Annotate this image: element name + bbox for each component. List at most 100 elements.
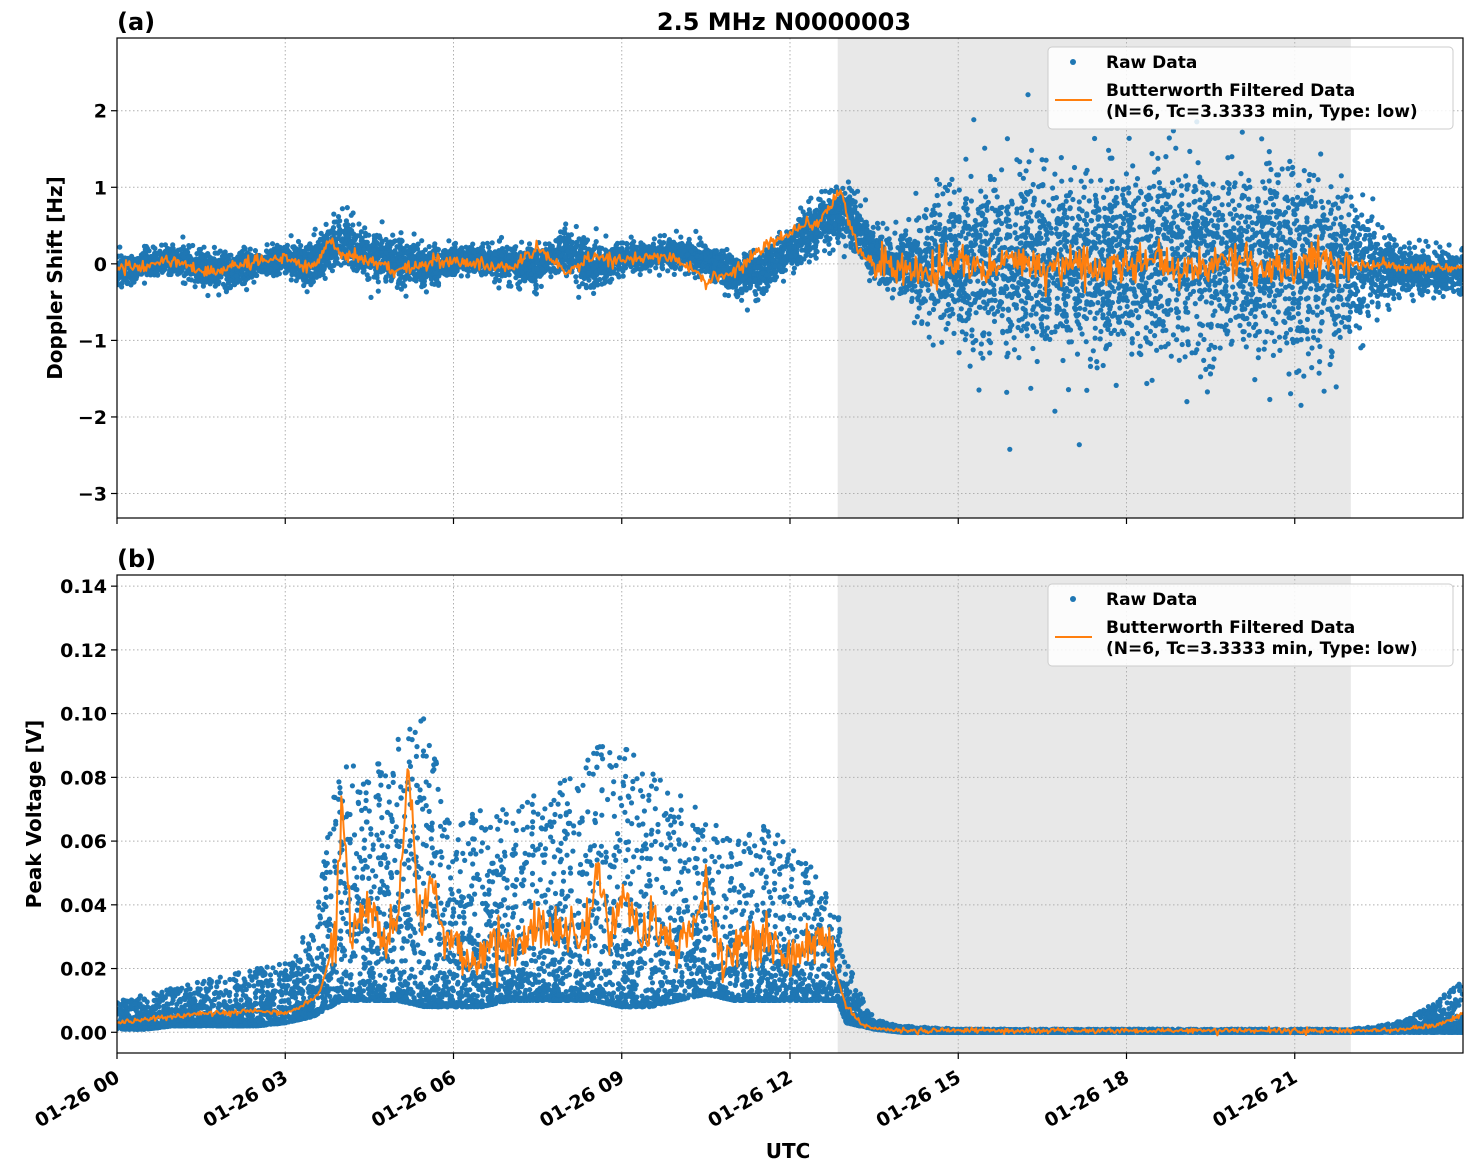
raw-data-point <box>968 198 975 204</box>
raw-data-point <box>913 190 919 196</box>
raw-data-point <box>1305 336 1311 342</box>
raw-data-point <box>1161 276 1167 282</box>
raw-data-point <box>1205 243 1211 249</box>
raw-data-point <box>1092 315 1098 322</box>
raw-data-point <box>1081 194 1087 200</box>
raw-data-point <box>949 176 955 182</box>
raw-data-point <box>1229 154 1235 160</box>
raw-data-point <box>999 220 1005 227</box>
raw-data-point <box>1052 171 1058 177</box>
raw-data-point <box>1211 356 1217 362</box>
raw-data-point <box>942 225 948 232</box>
raw-data-point <box>350 264 356 270</box>
raw-data-point <box>1203 299 1209 305</box>
raw-data-point <box>1196 281 1202 287</box>
raw-data-point <box>1046 288 1052 294</box>
raw-data-point <box>1049 230 1055 236</box>
raw-data-point <box>1321 388 1327 394</box>
raw-data-point <box>1210 312 1216 318</box>
raw-data-point <box>945 320 951 327</box>
raw-data-point <box>496 285 502 291</box>
raw-data-point <box>519 239 525 245</box>
raw-data-point <box>1259 136 1265 142</box>
raw-data-point <box>1201 357 1207 363</box>
raw-data-point <box>1069 277 1075 283</box>
raw-data-point <box>1092 135 1098 142</box>
raw-data-point <box>1262 313 1268 319</box>
raw-data-point <box>517 286 523 292</box>
raw-data-point <box>1033 329 1040 335</box>
raw-data-point <box>1155 198 1161 205</box>
raw-data-point <box>1106 310 1112 317</box>
raw-data-point <box>1117 305 1123 311</box>
raw-data-point <box>870 224 876 230</box>
raw-data-point <box>874 220 881 226</box>
raw-data-point <box>1163 154 1169 160</box>
raw-data-point <box>1336 288 1342 294</box>
raw-data-point <box>1020 175 1026 181</box>
raw-data-point <box>1310 309 1316 315</box>
raw-data-point <box>1195 160 1201 166</box>
raw-data-point <box>141 280 148 286</box>
raw-data-point <box>1078 178 1084 184</box>
raw-data-point <box>1425 243 1431 249</box>
raw-data-point <box>1367 237 1373 243</box>
raw-data-point <box>1031 324 1037 330</box>
raw-data-point <box>1285 166 1291 172</box>
raw-data-point <box>1133 293 1139 300</box>
raw-data-point <box>1359 212 1365 218</box>
raw-data-point <box>1154 279 1160 286</box>
raw-data-point <box>1150 206 1156 212</box>
raw-data-point <box>1203 366 1209 372</box>
raw-data-point <box>1138 303 1144 309</box>
data-layer <box>117 92 1463 452</box>
raw-data-point <box>426 244 432 250</box>
raw-data-point <box>1009 294 1015 301</box>
raw-data-point <box>374 275 380 281</box>
raw-data-point <box>1290 196 1296 203</box>
raw-data-point <box>1129 351 1135 357</box>
raw-data-point <box>967 307 973 313</box>
raw-data-point <box>264 242 270 248</box>
raw-data-point <box>1074 279 1080 285</box>
raw-data-point <box>651 236 658 242</box>
raw-data-point <box>1395 292 1402 298</box>
raw-data-point <box>914 314 920 320</box>
raw-data-point <box>1270 352 1276 358</box>
raw-data-point <box>926 334 932 340</box>
raw-data-point <box>1152 333 1158 339</box>
raw-data-point <box>180 234 186 240</box>
raw-data-point <box>1232 206 1238 212</box>
raw-data-point <box>1301 168 1307 174</box>
raw-data-point <box>1211 239 1217 245</box>
raw-data-point <box>923 207 929 213</box>
raw-data-point <box>1198 374 1204 380</box>
raw-data-point <box>1004 208 1010 214</box>
raw-data-point <box>1266 301 1273 307</box>
raw-data-point <box>515 281 521 287</box>
raw-data-point <box>1374 293 1380 299</box>
raw-data-point <box>1212 206 1218 212</box>
raw-data-point <box>956 187 962 193</box>
raw-data-point <box>458 273 464 279</box>
raw-data-point <box>1009 322 1015 328</box>
raw-data-point <box>368 294 374 300</box>
raw-data-point <box>1312 200 1318 206</box>
raw-data-point <box>1327 306 1333 312</box>
raw-data-point <box>1246 332 1252 338</box>
raw-data-point <box>949 247 955 253</box>
raw-data-point <box>1230 284 1236 290</box>
raw-data-point <box>1155 305 1162 311</box>
panel-a: 210−1−2−3 (a) 2.5 MHz N0000003 Doppler S… <box>43 8 1464 524</box>
raw-data-point <box>983 194 989 200</box>
raw-data-point <box>1041 166 1047 172</box>
raw-data-point <box>1278 281 1284 287</box>
raw-data-point <box>857 203 864 209</box>
raw-data-point <box>1225 180 1231 186</box>
raw-data-point <box>1311 334 1317 341</box>
raw-data-point <box>892 230 898 236</box>
raw-data-point <box>1367 292 1373 298</box>
raw-data-point <box>304 289 310 295</box>
raw-data-point <box>1043 157 1049 163</box>
